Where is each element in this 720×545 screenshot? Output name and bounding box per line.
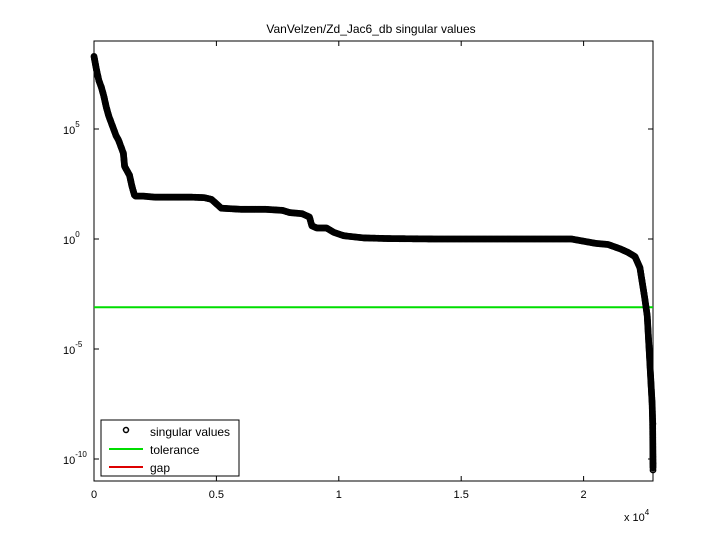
svg-text:x 104: x 104 bbox=[624, 508, 650, 524]
legend-label-gap: gap bbox=[150, 461, 170, 475]
legend-label-singular-values: singular values bbox=[150, 425, 230, 439]
legend: singular values tolerance gap bbox=[100, 419, 240, 477]
singular-value-point bbox=[649, 459, 657, 467]
x-tick-label: 0.5 bbox=[209, 489, 224, 501]
x-tick-label: 1 bbox=[336, 489, 342, 501]
x-tick-label: 1.5 bbox=[454, 489, 469, 501]
x-scale-exponent: 4 bbox=[645, 508, 650, 517]
x-axis: 0 0.5 1 1.5 2 bbox=[91, 41, 587, 501]
singular-value-point bbox=[649, 466, 657, 474]
x-axis-scale-label: x 104 bbox=[624, 508, 650, 524]
y-tick-label: 105 bbox=[63, 120, 80, 137]
singular-values-series bbox=[90, 53, 657, 474]
singular-value-point bbox=[649, 420, 657, 428]
singular-value-point bbox=[649, 464, 657, 472]
x-scale-label: x 10 bbox=[624, 512, 645, 524]
x-tick-label: 0 bbox=[91, 489, 97, 501]
legend-label-tolerance: tolerance bbox=[150, 443, 200, 457]
legend-marker-singular-values bbox=[122, 426, 130, 434]
y-tick-label: 10-5 bbox=[63, 340, 83, 357]
y-axis: 105 100 10-5 10-10 bbox=[63, 120, 653, 467]
plot-area bbox=[93, 40, 654, 482]
y-tick-label: 10-10 bbox=[63, 450, 87, 467]
x-tick-label: 2 bbox=[581, 489, 587, 501]
y-tick-label: 100 bbox=[63, 230, 80, 247]
chart-title: VanVelzen/Zd_Jac6_db singular values bbox=[266, 22, 475, 36]
